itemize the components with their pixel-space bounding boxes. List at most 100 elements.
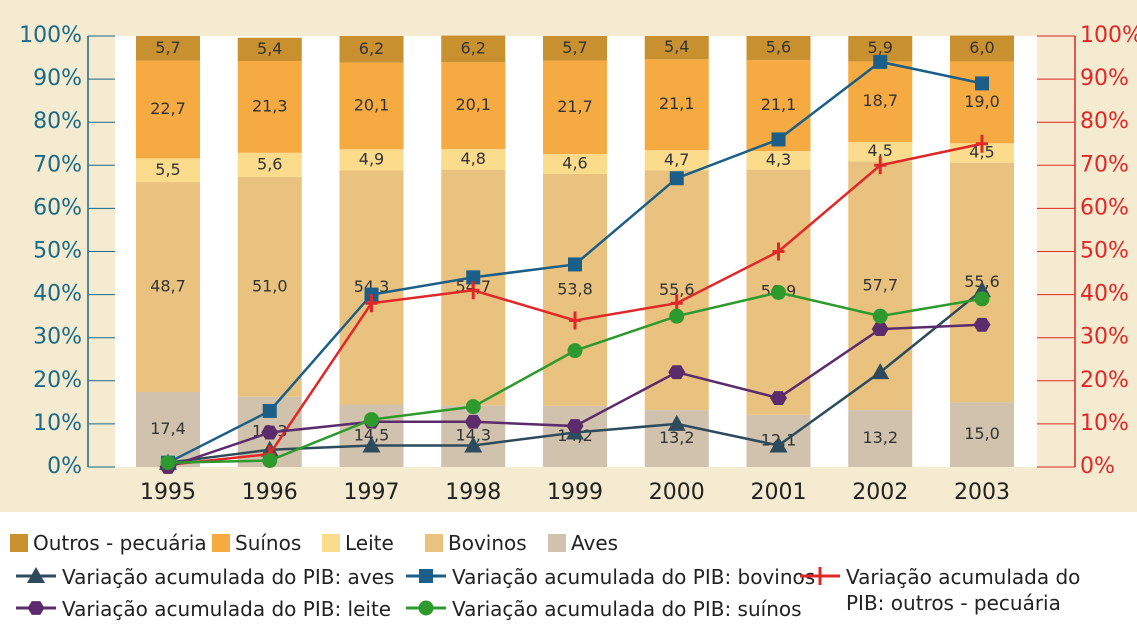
legend-label: Outros - pecuária — [33, 531, 207, 555]
y-tick-label: 50% — [33, 239, 82, 264]
legend-item: Variação acumulada do PIB: outros - pecu… — [798, 564, 1098, 616]
marker — [973, 317, 991, 332]
bar-segment — [237, 60, 302, 153]
legend-label: Aves — [571, 531, 619, 555]
marker — [771, 284, 786, 300]
data-label: 5,6 — [257, 154, 282, 173]
data-label: 4,7 — [664, 150, 689, 169]
data-label: 53,8 — [557, 279, 593, 298]
y2-tick-label: 80% — [1080, 109, 1129, 134]
y-tick-label: 20% — [33, 368, 82, 393]
data-label: 13,2 — [659, 428, 695, 447]
legend-swatch — [212, 534, 230, 552]
marker — [814, 567, 826, 585]
bar-segment — [746, 36, 811, 61]
x-tick-label: 1998 — [445, 480, 501, 505]
legend-swatch — [16, 601, 56, 615]
bar-segment — [848, 142, 913, 162]
y2-tick-label: 70% — [1080, 152, 1129, 177]
data-label: 14,5 — [354, 425, 390, 444]
data-label: 17,4 — [150, 419, 186, 438]
bar-segment — [543, 60, 607, 155]
marker — [419, 569, 433, 583]
data-label: 14,3 — [455, 426, 491, 445]
marker — [975, 76, 989, 91]
marker — [871, 322, 889, 337]
marker — [874, 156, 887, 175]
legend-swatch — [425, 534, 443, 552]
marker — [976, 134, 988, 153]
y-tick-label: 100% — [19, 23, 82, 48]
marker — [669, 308, 685, 324]
legend-label: Variação acumulada do PIB: outros - pecu… — [846, 565, 1081, 615]
bar-segment — [136, 60, 200, 159]
bar-segment — [644, 36, 709, 60]
marker — [669, 171, 684, 186]
bar-segment — [746, 151, 811, 170]
bar-segment — [339, 149, 404, 171]
marker — [467, 281, 480, 300]
y2-tick-label: 20% — [1080, 368, 1129, 393]
legend-item: Variação acumulada do PIB: leite — [14, 596, 391, 622]
y-tick-label: 90% — [33, 66, 82, 91]
bar-segment — [543, 36, 607, 61]
marker — [770, 391, 787, 405]
marker — [262, 403, 277, 418]
bar-segment — [136, 182, 200, 393]
marker — [771, 132, 786, 147]
data-label: 6,2 — [359, 39, 384, 58]
data-label: 51,0 — [252, 276, 288, 295]
y2-tick-label: 90% — [1080, 66, 1129, 91]
marker — [464, 436, 483, 453]
legend-label: Leite — [345, 531, 394, 555]
marker — [569, 311, 581, 330]
marker — [160, 455, 176, 471]
legend-item: Leite — [322, 530, 394, 556]
marker — [365, 294, 378, 313]
x-tick-label: 2001 — [751, 480, 807, 505]
data-label: 21,1 — [761, 95, 797, 114]
marker — [261, 425, 279, 440]
data-label: 5,7 — [155, 38, 180, 57]
bar-segment — [237, 37, 302, 61]
x-tick-label: 2000 — [649, 480, 705, 505]
x-tick-label: 1996 — [242, 480, 298, 505]
bar-segment — [339, 62, 404, 150]
legend-label: Variação acumulada do PIB: leite — [62, 597, 392, 621]
bar-segment — [237, 176, 302, 397]
marker — [568, 257, 582, 272]
y2-tick-label: 10% — [1080, 411, 1129, 436]
data-label: 5,4 — [257, 39, 282, 58]
data-label: 4,3 — [766, 150, 791, 169]
marker — [668, 365, 686, 380]
y-tick-label: 10% — [33, 411, 82, 436]
chart: 0% 10% 20% 30% 40% 50% 60% 70% 80% 90% 100% 0% 10% 20… — [0, 0, 1137, 512]
marker — [872, 308, 888, 324]
legend-item: Variação acumulada do PIB: aves — [14, 564, 394, 590]
x-tick-label: 1995 — [140, 480, 196, 505]
marker — [769, 436, 788, 453]
data-label: 5,6 — [766, 38, 791, 57]
bar-segment — [848, 61, 913, 143]
legend-swatch — [800, 567, 840, 585]
marker — [567, 343, 583, 359]
legend-swatch — [406, 569, 446, 583]
legend-label: Variação acumulada do PIB: aves — [62, 565, 395, 589]
bar-segment — [950, 402, 1014, 467]
data-label: 4,5 — [868, 141, 893, 160]
legend-item: Variação acumulada do PIB: suínos — [404, 596, 802, 622]
data-label: 21,7 — [557, 97, 593, 116]
bar-segment — [136, 158, 200, 183]
marker — [667, 414, 686, 431]
marker — [262, 453, 278, 469]
data-label: 21,3 — [252, 96, 288, 115]
data-label: 4,6 — [562, 154, 587, 173]
marker — [362, 436, 381, 453]
data-label: 5,5 — [155, 160, 180, 179]
legend-item: Aves — [548, 530, 618, 556]
data-label: 20,1 — [455, 95, 491, 114]
marker — [974, 291, 990, 307]
bar-segment — [543, 173, 607, 406]
y-tick-label: 80% — [33, 109, 82, 134]
